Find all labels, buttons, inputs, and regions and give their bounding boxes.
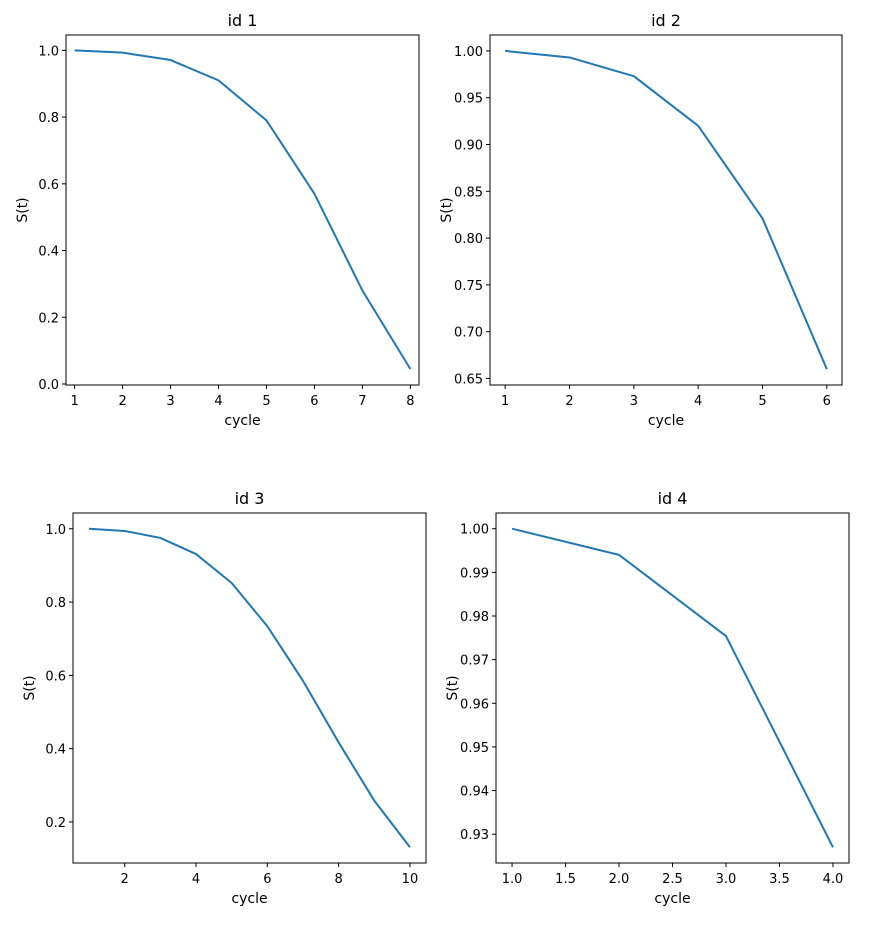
y-tick-label: 1.00 (460, 523, 489, 538)
x-axis-label: cycle (231, 891, 267, 907)
subplot-2: id 2 cycle S(t) 1 2 3 4 5 6 0.65 0.70 0.75 0.80 0.… (439, 11, 843, 429)
chart-title: id 2 (651, 11, 681, 30)
x-tick-label: 2 (121, 872, 129, 887)
y-tick-label: 0.99 (460, 566, 489, 581)
plot-frame (495, 512, 850, 864)
y-tick-label: 0.75 (454, 279, 483, 294)
x-tick-label: 5 (262, 394, 270, 409)
x-tick-label: 7 (358, 394, 366, 409)
x-axis-label: cycle (654, 891, 690, 907)
x-tick-label: 8 (406, 394, 414, 409)
x-tick-label: 6 (263, 872, 271, 887)
y-axis-label: S(t) (15, 197, 31, 222)
plot-frame (72, 512, 427, 864)
subplot-1: id 1 cycle S(t) 1 2 3 4 5 6 7 8 0.0 0.2 0.4 0.6 0.8 1… (15, 11, 420, 429)
x-tick-label: 6 (823, 394, 831, 409)
x-tick-label: 2 (565, 394, 573, 409)
y-tick-label: 0.85 (454, 185, 483, 200)
x-tick-label: 6 (310, 394, 318, 409)
y-tick-label: 0.4 (45, 743, 66, 758)
chart-title: id 3 (235, 489, 265, 508)
chart-title: id 1 (228, 11, 258, 30)
series-line (88, 527, 411, 848)
y-tick-label: 0.6 (38, 178, 59, 193)
x-tick-label: 10 (402, 872, 419, 887)
y-tick-label: 0.94 (460, 785, 489, 800)
series-line (511, 527, 834, 848)
subplot-3: id 3 cycle S(t) 2 4 6 8 10 0.2 0.4 0.6 0.8 1.0 (22, 489, 427, 907)
x-tick-label: 8 (335, 872, 343, 887)
y-tick-label: 0.96 (460, 697, 489, 712)
x-tick-label: 2.5 (662, 872, 683, 887)
x-tick-label: 4 (192, 872, 200, 887)
x-axis-label: cycle (648, 413, 684, 429)
y-tick-label: 0.95 (454, 92, 483, 107)
x-tick-label: 3 (166, 394, 174, 409)
x-tick-label: 3.0 (716, 872, 737, 887)
x-tick-label: 4 (694, 394, 702, 409)
subplot-4: id 4 cycle S(t) 1.0 1.5 2.0 2.5 3.0 3.5 4.0 0.9… (445, 489, 850, 907)
y-tick-label: 0.65 (454, 372, 483, 387)
x-tick-label: 2.0 (609, 872, 630, 887)
plot-frame (489, 34, 843, 386)
x-tick-label: 1.5 (555, 872, 576, 887)
y-tick-label: 0.2 (38, 311, 59, 326)
y-tick-label: 0.80 (454, 232, 483, 247)
y-tick-label: 0.70 (454, 326, 483, 341)
x-tick-label: 4 (214, 394, 222, 409)
x-tick-label: 2 (118, 394, 126, 409)
x-tick-label: 1 (501, 394, 509, 409)
x-tick-label: 3.5 (769, 872, 790, 887)
series-line (74, 49, 412, 370)
y-tick-label: 1.0 (45, 523, 66, 538)
x-tick-label: 3 (630, 394, 638, 409)
series-line (505, 49, 828, 370)
y-tick-label: 0.4 (38, 245, 59, 260)
y-tick-label: 0.97 (460, 654, 489, 669)
y-tick-label: 0.0 (38, 378, 59, 393)
y-axis-label: S(t) (439, 197, 455, 222)
y-tick-label: 0.8 (38, 111, 59, 126)
y-tick-label: 0.93 (460, 828, 489, 843)
y-tick-label: 0.98 (460, 610, 489, 625)
x-tick-label: 4.0 (823, 872, 844, 887)
y-tick-label: 0.2 (45, 816, 66, 831)
y-tick-label: 1.00 (454, 45, 483, 60)
y-tick-label: 0.90 (454, 138, 483, 153)
y-tick-label: 1.0 (38, 44, 59, 59)
y-tick-label: 0.8 (45, 596, 66, 611)
x-tick-label: 1 (70, 394, 78, 409)
y-axis-label: S(t) (445, 675, 461, 700)
y-tick-label: 0.95 (460, 741, 489, 756)
chart-title: id 4 (658, 489, 688, 508)
x-tick-label: 5 (758, 394, 766, 409)
y-tick-label: 0.6 (45, 669, 66, 684)
y-axis-label: S(t) (22, 675, 38, 700)
plot-frame (65, 34, 420, 386)
x-axis-label: cycle (224, 413, 260, 429)
x-tick-label: 1.0 (502, 872, 523, 887)
